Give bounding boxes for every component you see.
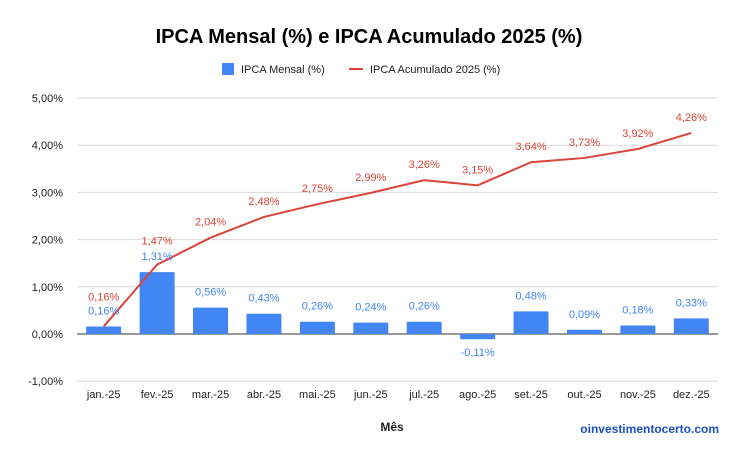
y-tick-label: 3,00% — [32, 187, 63, 199]
legend-label-acumulado: IPCA Acumulado 2025 (%) — [370, 64, 500, 76]
x-tick-label: jan.-25 — [86, 389, 121, 401]
x-tick-label: mar.-25 — [192, 389, 229, 401]
x-tick-label: nov.-25 — [620, 389, 656, 401]
line-data-label: 3,26% — [409, 159, 440, 171]
x-tick-label: mai.-25 — [299, 389, 336, 401]
bar-data-label: 0,16% — [88, 305, 119, 317]
x-tick-label: fev.-25 — [141, 389, 174, 401]
legend-swatch-mensal — [222, 63, 234, 75]
bar — [620, 325, 656, 334]
x-tick-label: jul.-25 — [408, 389, 439, 401]
bar-data-label: 0,48% — [515, 290, 546, 302]
x-tick-label: jun.-25 — [353, 389, 388, 401]
bar-data-label: 0,56% — [195, 287, 226, 299]
bar — [246, 313, 282, 334]
bar-data-label: 1,31% — [142, 251, 173, 263]
line-data-label: 2,48% — [248, 196, 279, 208]
bar — [513, 311, 549, 334]
legend-label-mensal: IPCA Mensal (%) — [241, 64, 325, 76]
line-data-label: 1,47% — [142, 236, 173, 248]
bar — [460, 334, 496, 340]
y-tick-label: -1,00% — [28, 376, 63, 388]
bar — [86, 326, 122, 334]
line-data-label: 3,64% — [515, 141, 546, 153]
bar — [299, 321, 335, 334]
line-series — [102, 131, 692, 328]
bar-data-label: 0,43% — [248, 293, 279, 305]
bar — [406, 321, 442, 334]
bar — [139, 272, 175, 334]
line-data-label: 3,15% — [462, 164, 493, 176]
chart-title: IPCA Mensal (%) e IPCA Acumulado 2025 (%… — [156, 26, 583, 48]
x-tick-label: out.-25 — [567, 389, 601, 401]
bar-data-label: 0,26% — [302, 301, 333, 313]
y-tick-label: 0,00% — [32, 329, 63, 341]
line-data-label: 3,73% — [569, 137, 600, 149]
bar-data-label: 0,09% — [569, 309, 600, 321]
x-axis-label: Mês — [380, 420, 404, 434]
y-tick-label: 2,00% — [32, 235, 63, 247]
bar-data-label: 0,24% — [355, 302, 386, 314]
bar — [566, 329, 602, 334]
x-tick-label: dez.-25 — [673, 389, 710, 401]
x-tick-label: set.-25 — [514, 389, 548, 401]
line-data-label: 2,04% — [195, 217, 226, 229]
line-data-label: 4,26% — [676, 112, 707, 124]
x-tick-label: ago.-25 — [459, 389, 496, 401]
bar — [673, 318, 709, 334]
line-data-label: 2,99% — [355, 172, 386, 184]
bar-data-label: -0,11% — [461, 347, 495, 359]
bar — [193, 307, 229, 334]
y-tick-label: 5,00% — [32, 93, 63, 105]
y-tick-label: 4,00% — [32, 140, 63, 152]
line-data-label: 0,16% — [88, 291, 119, 303]
y-tick-label: 1,00% — [32, 282, 63, 294]
watermark: oinvestimentocerto.com — [580, 422, 719, 436]
bar-data-label: 0,33% — [676, 297, 707, 309]
bar-data-label: 0,26% — [409, 301, 440, 313]
bar — [353, 322, 389, 334]
line-data-label: 2,75% — [302, 183, 333, 195]
line-data-label: 3,92% — [622, 128, 653, 140]
bar-data-label: 0,18% — [622, 305, 653, 317]
x-tick-label: abr.-25 — [247, 389, 281, 401]
